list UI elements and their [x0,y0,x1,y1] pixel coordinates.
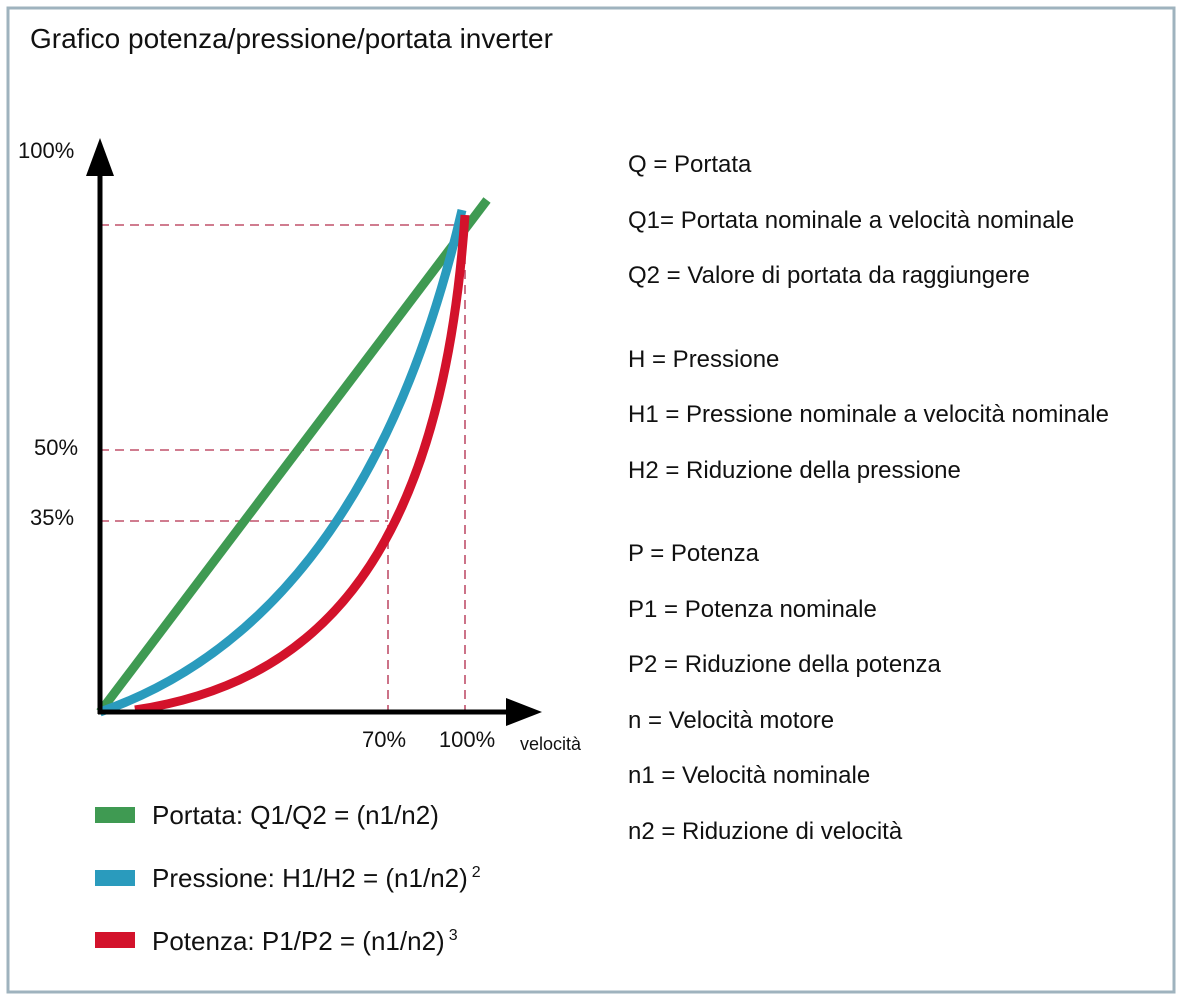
legend-swatch [95,932,135,948]
legend-swatch [95,870,135,886]
flow-curve [96,197,491,715]
definition: P = Potenza [628,540,760,567]
definition: H1 = Pressione nominale a velocità nomin… [628,401,1109,428]
y-label: 50% [34,435,78,460]
definition: Q = Portata [628,151,752,178]
legend: Portata: Q1/Q2 = (n1/n2) Pressione: H1/H… [95,800,481,956]
definition: Q1= Portata nominale a velocità nominale [628,207,1074,234]
y-label: 35% [30,505,74,530]
frame [6,6,1176,994]
title: Grafico potenza/pressione/portata invert… [30,23,553,54]
definitions: Q = Portata Q1= Portata nominale a veloci… [628,151,1109,845]
power-curve [134,214,470,715]
definition: n1 = Velocità nominale [628,762,870,789]
definition: H = Pressione [628,346,779,373]
x-label: 70% [362,727,406,752]
pressure-curve [98,208,467,717]
x-axis-label: velocità [520,734,582,754]
legend-swatch [95,807,135,823]
y-label: 100% [18,138,74,163]
legend-label: Portata: Q1/Q2 = (n1/n2) [152,800,439,830]
definition: n2 = Riduzione di velocità [628,818,903,845]
legend-label: Potenza: P1/P2 = (n1/n2) 3 [152,926,458,956]
definition: n = Velocità motore [628,707,834,734]
definition: P1 = Potenza nominale [628,596,877,623]
definition: P2 = Riduzione della potenza [628,651,942,678]
x-label: 100% [439,727,495,752]
definition: Q2 = Valore di portata da raggiungere [628,262,1030,289]
axes [86,138,542,726]
definition: H2 = Riduzione della pressione [628,457,961,484]
legend-label: Pressione: H1/H2 = (n1/n2) 2 [152,863,481,893]
